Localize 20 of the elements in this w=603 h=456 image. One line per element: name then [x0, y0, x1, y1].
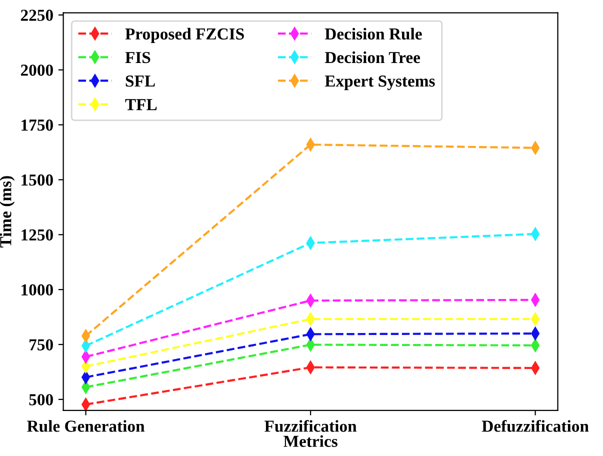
y-tick-label: 1750: [22, 120, 53, 131]
legend-label: Decision Rule: [324, 28, 422, 40]
y-tick-label: 2000: [20, 64, 53, 76]
y-tick-label: 500: [29, 394, 53, 406]
y-tick-label: 1250: [22, 229, 53, 241]
y-tick-label: 750: [30, 339, 53, 350]
y-tick-label: 1500: [22, 174, 53, 186]
legend-label: Expert Systems: [324, 75, 435, 90]
x-tick-label: Fuzzification: [264, 420, 357, 432]
x-axis-title: Metrics: [284, 435, 338, 447]
legend-label: Decision Tree: [324, 51, 420, 64]
legend-label: SFL: [126, 75, 155, 87]
legend-label: TFL: [125, 99, 157, 110]
legend-label: Proposed FZCIS: [125, 28, 244, 43]
y-tick-label: 1000: [22, 284, 53, 296]
x-tick-label: Defuzzification: [482, 420, 589, 432]
legend-label: FIS: [125, 52, 150, 64]
y-tick-label: 2250: [20, 10, 53, 21]
x-tick-label: Rule Generation: [27, 420, 145, 432]
y-axis-title: Time (ms): [0, 176, 15, 248]
